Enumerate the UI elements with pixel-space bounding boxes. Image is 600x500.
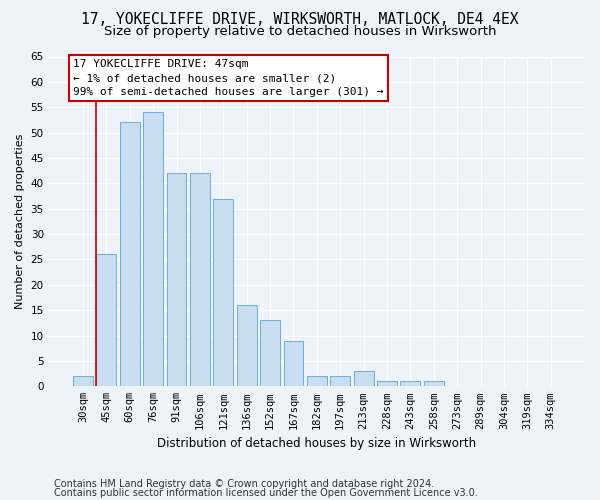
Bar <box>353 371 374 386</box>
Bar <box>424 381 443 386</box>
Text: Size of property relative to detached houses in Wirksworth: Size of property relative to detached ho… <box>104 25 496 38</box>
Bar <box>167 173 187 386</box>
Bar <box>400 381 421 386</box>
Bar <box>214 198 233 386</box>
Bar <box>190 173 210 386</box>
Bar <box>143 112 163 386</box>
Y-axis label: Number of detached properties: Number of detached properties <box>15 134 25 309</box>
Bar <box>120 122 140 386</box>
Text: 17, YOKECLIFFE DRIVE, WIRKSWORTH, MATLOCK, DE4 4EX: 17, YOKECLIFFE DRIVE, WIRKSWORTH, MATLOC… <box>81 12 519 28</box>
Text: 17 YOKECLIFFE DRIVE: 47sqm
← 1% of detached houses are smaller (2)
99% of semi-d: 17 YOKECLIFFE DRIVE: 47sqm ← 1% of detac… <box>73 59 383 97</box>
Bar <box>237 305 257 386</box>
Bar <box>377 381 397 386</box>
Bar <box>307 376 327 386</box>
Bar <box>330 376 350 386</box>
Bar <box>260 320 280 386</box>
Bar <box>97 254 116 386</box>
Bar <box>73 376 93 386</box>
Bar <box>284 340 304 386</box>
Text: Contains public sector information licensed under the Open Government Licence v3: Contains public sector information licen… <box>54 488 478 498</box>
X-axis label: Distribution of detached houses by size in Wirksworth: Distribution of detached houses by size … <box>157 437 476 450</box>
Text: Contains HM Land Registry data © Crown copyright and database right 2024.: Contains HM Land Registry data © Crown c… <box>54 479 434 489</box>
